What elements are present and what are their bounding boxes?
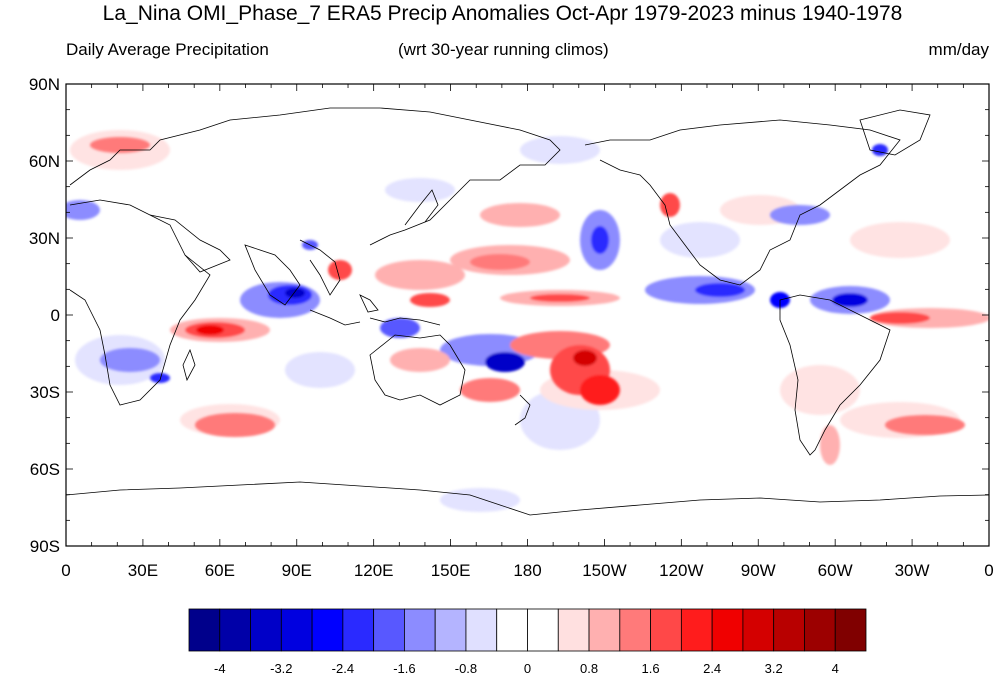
colorbar-label: -1.6 [393, 661, 415, 676]
colorbar-swatch [219, 608, 251, 652]
units-label: mm/day [928, 40, 989, 59]
longitude-labels: 0 30E 60E 90E 120E 150E 180 150W 120W 90W 60W 30W 0 [61, 561, 993, 580]
lon-label: 0 [984, 561, 993, 580]
colorbar-swatch [711, 608, 744, 652]
colorbar-label: -0.8 [455, 661, 477, 676]
colorbar-labels: -4 -3.2 -2.4 -1.6 -0.8 0 0.8 1.6 2.4 3.2 4 [214, 661, 839, 676]
lon-label: 30W [895, 561, 930, 580]
lon-label: 180 [513, 561, 541, 580]
colorbar-swatch [404, 608, 436, 652]
colorbar-swatch [773, 608, 805, 652]
colorbar-label: 0 [524, 661, 531, 676]
anomaly-field [66, 130, 989, 512]
colorbar-swatch [465, 608, 498, 652]
lon-label: 60E [205, 561, 235, 580]
lat-label: 30S [30, 383, 60, 402]
colorbar-label: 1.6 [642, 661, 660, 676]
colorbar-label: -2.4 [332, 661, 354, 676]
lon-label: 150E [431, 561, 471, 580]
lat-label: 90S [30, 537, 60, 556]
colorbar-swatch [496, 608, 528, 652]
lon-label: 90E [282, 561, 312, 580]
colorbar-swatch [373, 608, 405, 652]
lat-label: 30N [29, 229, 60, 248]
coastlines [66, 107, 989, 516]
colorbar-label: 0.8 [580, 661, 598, 676]
colorbar-label: 4 [832, 661, 839, 676]
colorbar-label: -4 [214, 661, 226, 676]
colorbar-swatch [188, 608, 221, 652]
colorbar-swatch [527, 608, 559, 652]
colorbar-swatch [742, 608, 775, 652]
colorbar-label: 2.4 [703, 661, 721, 676]
colorbar-swatch [342, 608, 375, 652]
lon-label: 120E [354, 561, 394, 580]
lon-label: 30E [128, 561, 158, 580]
colorbar-swatch [588, 608, 621, 652]
lon-label: 150W [582, 561, 626, 580]
lat-label: 60N [29, 152, 60, 171]
colorbar [188, 608, 867, 652]
colorbar-label: -3.2 [270, 661, 292, 676]
colorbar-swatch [650, 608, 682, 652]
colorbar-swatch [280, 608, 313, 652]
subtitle-center: (wrt 30-year running climos) [398, 40, 609, 59]
lon-label: 60W [818, 561, 853, 580]
lat-label: 0 [51, 306, 60, 325]
axis-ticks [65, 83, 990, 547]
colorbar-label: 3.2 [765, 661, 783, 676]
colorbar-swatch [250, 608, 282, 652]
colorbar-swatch [557, 608, 590, 652]
lon-label: 0 [61, 561, 70, 580]
latitude-labels: 90N 60N 30N 0 30S 60S 90S [29, 75, 60, 556]
lat-label: 90N [29, 75, 60, 94]
colorbar-swatch [311, 608, 344, 652]
colorbar-swatch [434, 608, 467, 652]
map-title: La_Nina OMI_Phase_7 ERA5 Precip Anomalie… [102, 2, 903, 25]
colorbar-swatch [804, 608, 836, 652]
colorbar-swatch [619, 608, 651, 652]
subtitle-left: Daily Average Precipitation [66, 40, 269, 59]
lon-label: 120W [659, 561, 703, 580]
lat-label: 60S [30, 460, 60, 479]
colorbar-swatch [680, 608, 713, 652]
lon-label: 90W [741, 561, 776, 580]
colorbar-swatch [834, 608, 867, 652]
